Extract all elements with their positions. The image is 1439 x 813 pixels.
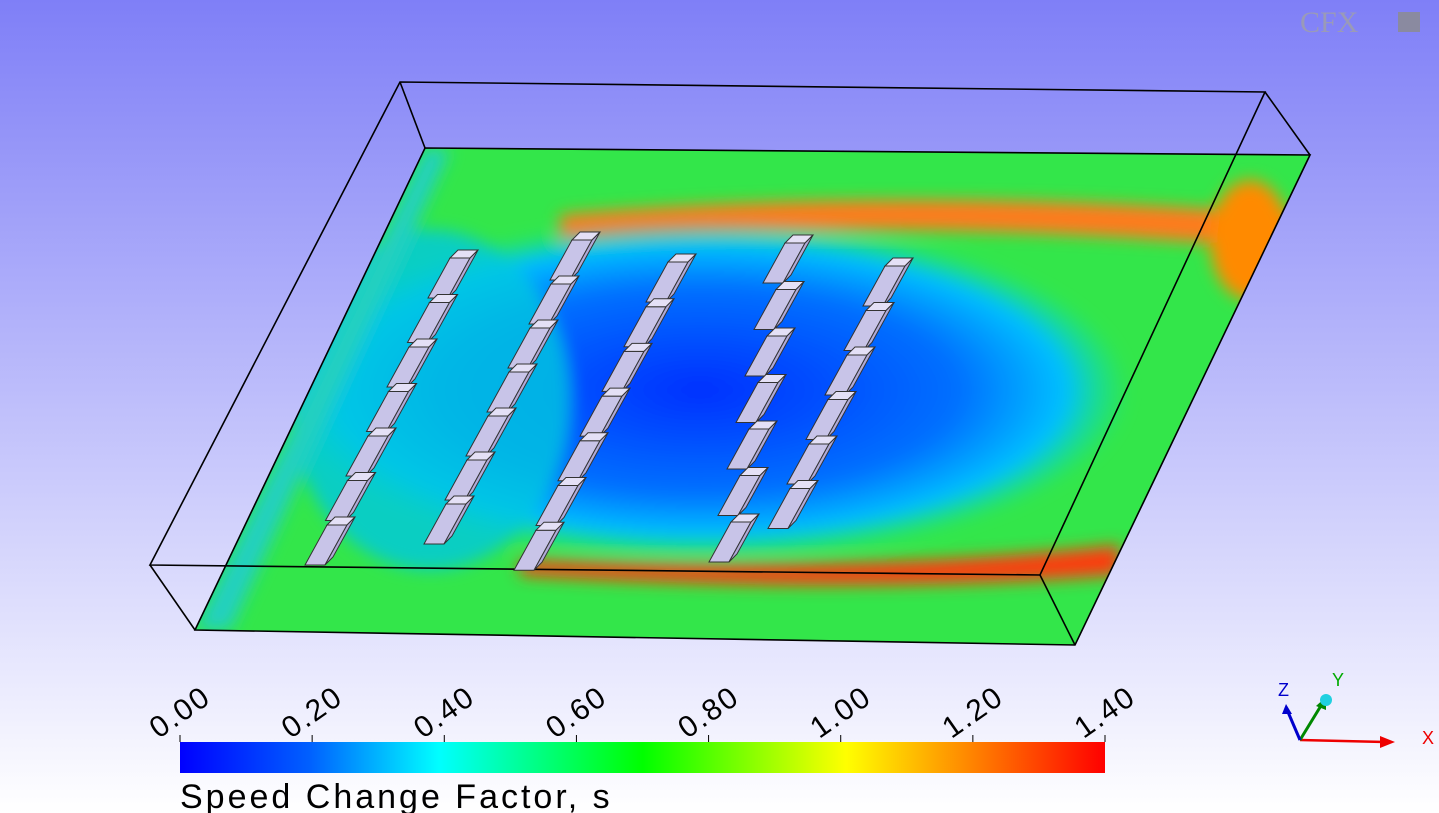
page: CFX 0.000.200.400.600.801.001.201.40 Spe… — [0, 0, 1439, 813]
viewer: CFX 0.000.200.400.600.801.001.201.40 Spe… — [0, 0, 1439, 813]
axis-y: Y — [1332, 670, 1344, 690]
colorbar — [180, 742, 1105, 773]
logo-icon — [1398, 12, 1420, 32]
logo: CFX — [1300, 6, 1359, 39]
axis-x: X — [1422, 728, 1434, 748]
legend-title: Speed Change Factor, s — [180, 778, 613, 813]
axis-z: Z — [1278, 680, 1289, 700]
